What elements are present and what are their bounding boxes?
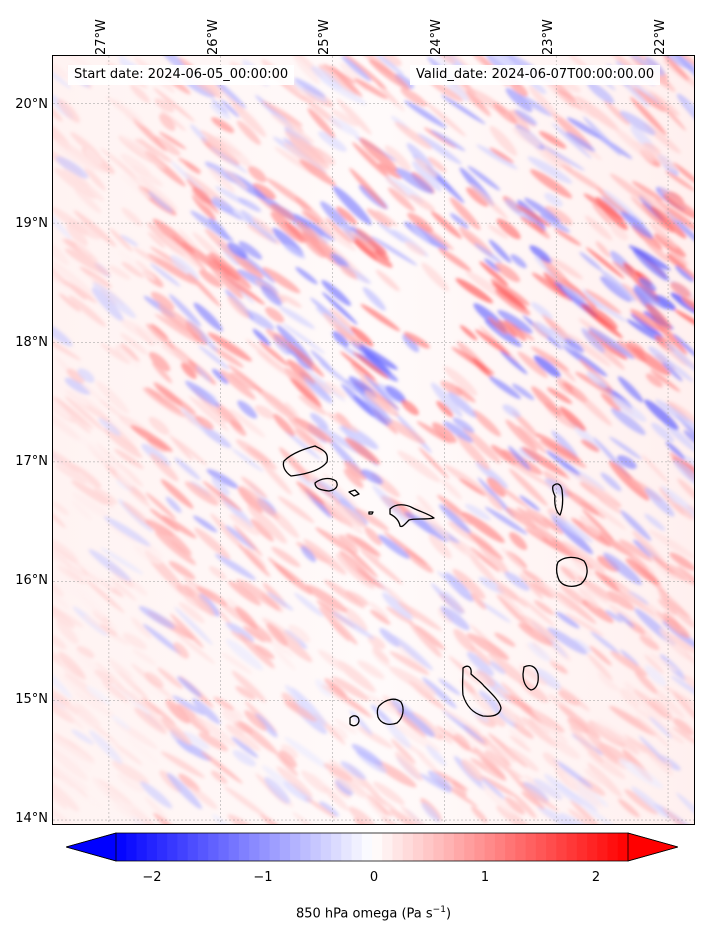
colorbar-max-extend <box>627 832 678 862</box>
colorbar-outline <box>66 832 678 862</box>
colorbar-cell <box>249 833 260 861</box>
island-santa-luzia <box>348 489 360 497</box>
colorbar-cell <box>320 833 332 861</box>
colorbar-cell <box>412 833 424 861</box>
colorbar-cell <box>279 833 291 861</box>
colorbar-cell <box>126 833 137 861</box>
lat-label: 16°N <box>15 573 48 588</box>
colorbar-cell <box>218 833 230 861</box>
colorbar-cell <box>525 833 537 861</box>
colorbar-label: 850 hPa omega (Pa s−1) <box>0 905 703 921</box>
colorbar-tick: −2 <box>142 870 162 885</box>
colorbar-cell <box>392 833 404 861</box>
colorbar-cell <box>433 833 445 861</box>
colorbar-cell <box>484 833 496 861</box>
island-sao-nicolau <box>389 504 435 528</box>
colorbar-cell <box>402 833 414 861</box>
island-raso <box>368 511 374 515</box>
colorbar-cell <box>361 833 373 861</box>
colorbar-cell <box>197 833 209 861</box>
colorbar-cell <box>382 833 393 861</box>
colorbar-cell <box>341 833 352 861</box>
colorbar-label-suffix: ) <box>445 906 452 922</box>
map-panel <box>52 55 695 825</box>
colorbar-cell <box>290 833 301 861</box>
colorbar-cell <box>228 833 240 861</box>
colorbar-tick: 2 <box>591 870 601 885</box>
colorbar-cell <box>535 833 547 861</box>
colorbar-cell <box>238 833 250 861</box>
colorbar-cell <box>136 833 148 861</box>
colorbar-label-prefix: 850 hPa omega (Pa s <box>295 906 433 922</box>
colorbar-cell <box>607 833 619 861</box>
lat-label: 18°N <box>15 335 48 350</box>
island-sao-vicente <box>314 477 338 492</box>
coastlines <box>282 445 588 727</box>
colorbar-cell <box>269 833 281 861</box>
lon-label: 27°W <box>94 19 109 55</box>
lat-label: 17°N <box>15 454 48 469</box>
colorbar-cell <box>351 833 363 861</box>
island-fogo <box>376 698 404 725</box>
colorbar <box>66 832 678 862</box>
colorbar-cell <box>423 833 434 861</box>
lat-label: 14°N <box>15 811 48 826</box>
lat-label: 19°N <box>15 216 48 231</box>
colorbar-min-extend <box>66 832 117 862</box>
island-boa-vista <box>555 556 588 587</box>
colorbar-cell <box>597 833 608 861</box>
lat-label: 20°N <box>15 97 48 112</box>
omega-field-map <box>53 56 694 824</box>
colorbar-cell <box>310 833 322 861</box>
start-date-label: Start date: 2024-06-05_00:00:00 <box>68 65 295 85</box>
colorbar-cell <box>566 833 578 861</box>
colorbar-cell <box>146 833 158 861</box>
colorbar-cell <box>443 833 455 861</box>
colorbar-cell <box>208 833 219 861</box>
lat-label: 15°N <box>15 692 48 707</box>
island-sal <box>551 483 564 516</box>
colorbar-cell <box>464 833 475 861</box>
lon-label: 26°W <box>206 19 221 55</box>
colorbar-cell <box>453 833 465 861</box>
colorbar-cell <box>372 833 383 861</box>
colorbar-label-exponent: −1 <box>432 905 446 915</box>
colorbar-cell <box>156 833 168 861</box>
colorbar-cell <box>556 833 567 861</box>
colorbar-cell <box>515 833 526 861</box>
colorbar-cell <box>617 833 629 861</box>
colorbar-cell <box>474 833 486 861</box>
colorbar-cell <box>167 833 178 861</box>
colorbar-cell <box>187 833 199 861</box>
colorbar-cell <box>546 833 557 861</box>
island-santo-antao <box>282 445 329 477</box>
colorbar-tick: −1 <box>253 870 273 885</box>
colorbar-cell <box>505 833 516 861</box>
colorbar-cell <box>177 833 189 861</box>
colorbar-tick: 0 <box>369 870 379 885</box>
colorbar-cell <box>116 833 127 861</box>
lon-label: 24°W <box>429 19 444 55</box>
colorbar-cell <box>300 833 311 861</box>
colorbar-cell <box>331 833 342 861</box>
omega-contours <box>53 56 694 824</box>
colorbar-cell <box>494 833 506 861</box>
lon-label: 22°W <box>653 19 668 55</box>
lon-label: 25°W <box>317 19 332 55</box>
island-brava <box>349 715 360 727</box>
lon-label: 23°W <box>541 19 556 55</box>
colorbar-cell <box>576 833 588 861</box>
island-maio <box>522 665 539 691</box>
valid-date-label: Valid_date: 2024-06-07T00:00:00.00 <box>410 65 661 85</box>
colorbar-cell <box>587 833 598 861</box>
colorbar-cells <box>116 833 629 861</box>
island-santiago <box>461 665 502 717</box>
colorbar-tick: 1 <box>480 870 490 885</box>
gridlines <box>53 56 694 824</box>
colorbar-cell <box>259 833 270 861</box>
